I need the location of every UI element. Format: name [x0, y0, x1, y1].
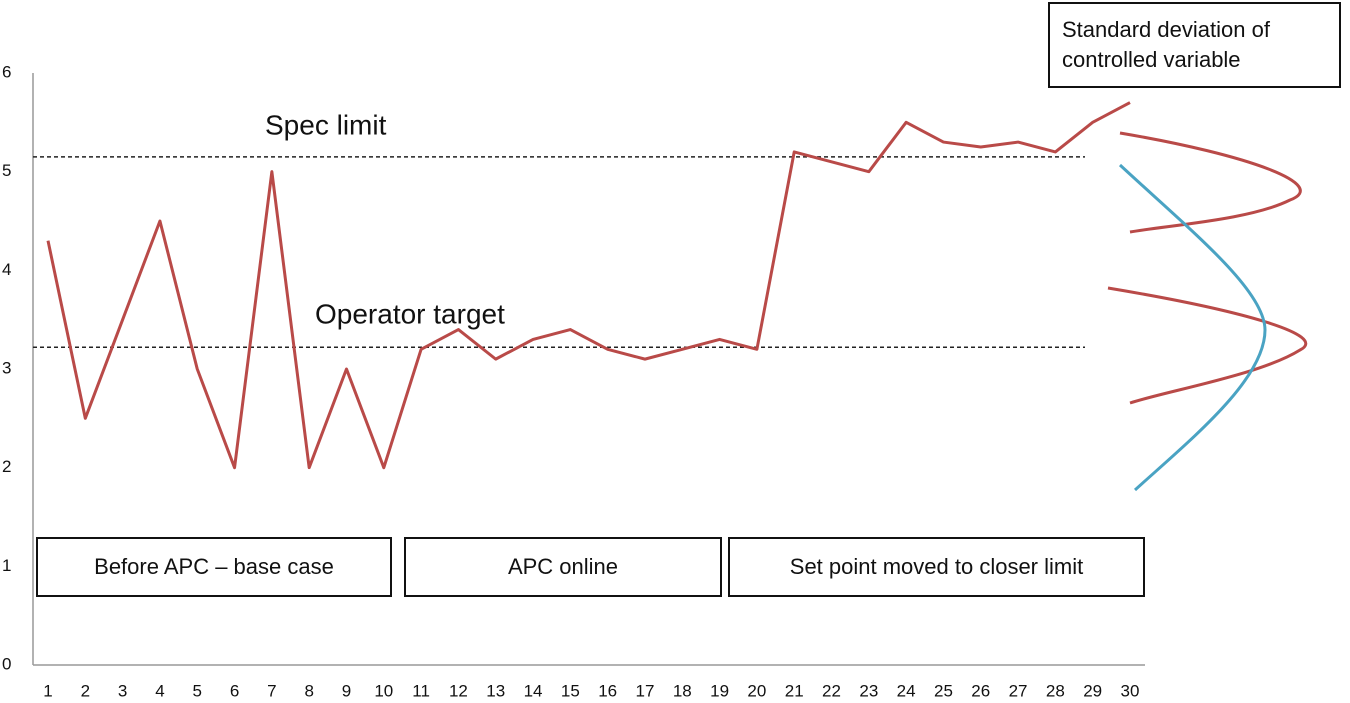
x-tick-label: 15: [561, 681, 580, 700]
distribution-curve: [1119, 131, 1302, 234]
distribution-curve: [1118, 163, 1267, 492]
reference-label: Operator target: [315, 299, 505, 330]
x-tick-label: 28: [1046, 681, 1065, 700]
x-tick-label: 21: [785, 681, 804, 700]
x-tick-label: 19: [710, 681, 729, 700]
x-tick-label: 17: [636, 681, 655, 700]
x-tick-label: 26: [971, 681, 990, 700]
x-tick-label: 5: [193, 681, 202, 700]
note-box: Standard deviation of controlled variabl…: [1048, 2, 1341, 88]
x-tick-label: 11: [412, 681, 430, 700]
x-tick-label: 1: [43, 681, 52, 700]
reference-label: Spec limit: [265, 109, 387, 140]
x-tick-label: 16: [598, 681, 617, 700]
x-tick-label: 6: [230, 681, 239, 700]
y-tick-label: 6: [2, 62, 11, 81]
x-tick-label: 23: [859, 681, 878, 700]
x-tick-label: 3: [118, 681, 127, 700]
x-tick-label: 22: [822, 681, 841, 700]
data-line: [46, 101, 1131, 470]
y-tick-label: 0: [2, 654, 11, 673]
y-tick-label: 2: [2, 457, 11, 476]
x-tick-label: 18: [673, 681, 692, 700]
x-tick-label: 9: [342, 681, 351, 700]
phase-box: Set point moved to closer limit: [728, 537, 1145, 597]
x-tick-label: 27: [1009, 681, 1028, 700]
x-tick-label: 14: [524, 681, 543, 700]
x-tick-label: 29: [1083, 681, 1102, 700]
x-tick-label: 30: [1121, 681, 1140, 700]
y-tick-label: 4: [2, 260, 11, 279]
phase-box: APC online: [404, 537, 722, 597]
x-tick-label: 4: [155, 681, 164, 700]
x-tick-label: 24: [897, 681, 916, 700]
x-tick-label: 20: [747, 681, 766, 700]
y-tick-label: 5: [2, 161, 11, 180]
x-tick-label: 25: [934, 681, 953, 700]
phase-box: Before APC – base case: [36, 537, 392, 597]
x-tick-label: 8: [304, 681, 313, 700]
x-tick-label: 12: [449, 681, 468, 700]
x-tick-label: 7: [267, 681, 276, 700]
distribution-curve: [1107, 286, 1308, 405]
y-tick-label: 1: [2, 556, 11, 575]
x-tick-label: 13: [486, 681, 505, 700]
x-tick-label: 2: [81, 681, 90, 700]
y-tick-label: 3: [2, 358, 11, 377]
x-tick-label: 10: [374, 681, 393, 700]
